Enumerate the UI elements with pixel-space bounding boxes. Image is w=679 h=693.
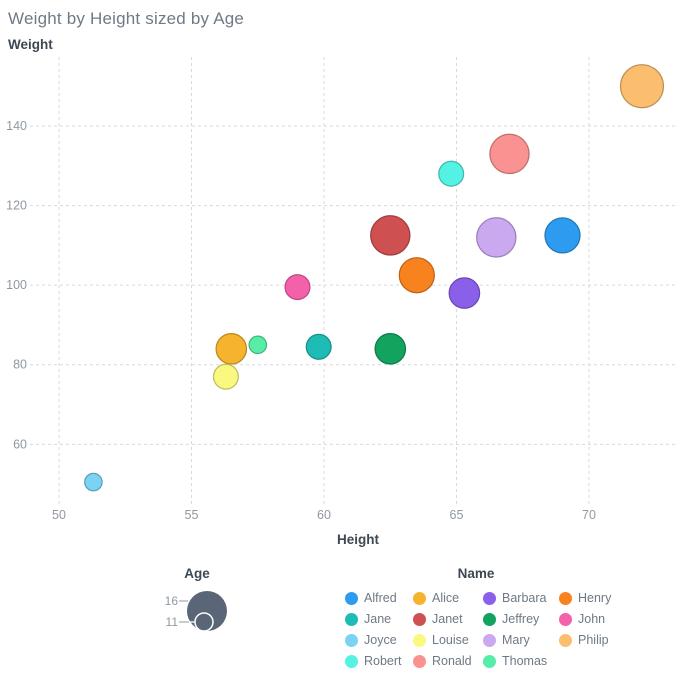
- legend-item-alice[interactable]: Alice: [413, 590, 459, 607]
- bubble-thomas[interactable]: [248, 335, 268, 355]
- legend-item-janet[interactable]: Janet: [413, 611, 463, 628]
- bubble-robert[interactable]: [438, 160, 465, 187]
- x-axis-title: Height: [337, 532, 379, 547]
- legend-label-janet: Janet: [432, 612, 463, 626]
- plot-area: 50 55 60 65 70 60 80 100 120 140: [6, 57, 676, 522]
- size-legend-max-circle: [187, 591, 227, 631]
- legend-label-jeffrey: Jeffrey: [502, 612, 540, 626]
- legend-label-henry: Henry: [578, 591, 612, 605]
- legend-label-alfred: Alfred: [364, 591, 397, 605]
- bubble-janet[interactable]: [370, 215, 411, 256]
- legend-label-alice: Alice: [432, 591, 460, 605]
- x-tick-label-50: 50: [52, 508, 66, 522]
- x-tick-label-60: 60: [317, 508, 331, 522]
- legend-swatch-henry: [559, 592, 572, 605]
- bubble-jane[interactable]: [305, 333, 332, 360]
- bubble-ronald[interactable]: [489, 133, 530, 175]
- legend-item-barbara[interactable]: Barbara: [483, 590, 546, 607]
- legend-item-alfred[interactable]: Alfred: [345, 590, 397, 607]
- y-axis-title: Weight: [8, 37, 53, 52]
- bubble-john[interactable]: [284, 274, 311, 301]
- legend-item-john[interactable]: John: [559, 611, 605, 628]
- legend-swatch-jeffrey: [483, 613, 496, 626]
- legend-label-louise: Louise: [432, 633, 469, 647]
- legend-swatch-joyce: [345, 634, 358, 647]
- legend-label-joyce: Joyce: [364, 633, 397, 647]
- x-tick-label-55: 55: [185, 508, 199, 522]
- size-legend-min-circle: [194, 612, 214, 632]
- legend-label-robert: Robert: [364, 654, 402, 668]
- legend-swatch-ronald: [413, 655, 426, 668]
- legend-item-louise[interactable]: Louise: [413, 632, 469, 649]
- legend-swatch-alice: [413, 592, 426, 605]
- bubble-henry[interactable]: [398, 257, 435, 294]
- legend-label-jane: Jane: [364, 612, 392, 626]
- y-tick-label-80: 80: [13, 358, 27, 372]
- legend-swatch-janet: [413, 613, 426, 626]
- legend-swatch-john: [559, 613, 572, 626]
- legend-item-henry[interactable]: Henry: [559, 590, 611, 607]
- legend-swatch-jane: [345, 613, 358, 626]
- y-tick-label-140: 140: [6, 119, 27, 133]
- legend-item-thomas[interactable]: Thomas: [483, 653, 547, 670]
- x-tick-label-70: 70: [582, 508, 596, 522]
- legend-item-mary[interactable]: Mary: [483, 632, 530, 649]
- legend-item-robert[interactable]: Robert: [345, 653, 402, 670]
- bubble-alice[interactable]: [215, 332, 248, 365]
- size-legend-min-label: 11: [166, 615, 179, 629]
- bubble-louise[interactable]: [212, 363, 239, 390]
- legend-label-mary: Mary: [502, 633, 530, 647]
- bubble-alfred[interactable]: [544, 217, 581, 254]
- legend-swatch-mary: [483, 634, 496, 647]
- bubble-jeffrey[interactable]: [374, 332, 407, 365]
- size-legend-graphic: 16 11: [165, 591, 227, 632]
- legend-item-philip[interactable]: Philip: [559, 632, 609, 649]
- y-tick-label-60: 60: [13, 437, 27, 451]
- legend-item-jane[interactable]: Jane: [345, 611, 391, 628]
- bubble-philip[interactable]: [619, 64, 665, 109]
- bubble-mary[interactable]: [476, 217, 517, 258]
- chart-title: Weight by Height sized by Age: [8, 9, 245, 28]
- legend-swatch-barbara: [483, 592, 496, 605]
- legend-label-thomas: Thomas: [502, 654, 548, 668]
- y-tick-label-100: 100: [6, 278, 27, 292]
- legend-swatch-robert: [345, 655, 358, 668]
- bubble-joyce[interactable]: [84, 472, 103, 492]
- legend-swatch-louise: [413, 634, 426, 647]
- legend-label-philip: Philip: [578, 633, 609, 647]
- color-legend-title: Name: [457, 566, 495, 581]
- legend-label-john: John: [578, 612, 606, 626]
- legend-item-jeffrey[interactable]: Jeffrey: [483, 611, 539, 628]
- y-tick-label-120: 120: [6, 199, 27, 213]
- bubble-barbara[interactable]: [448, 277, 481, 309]
- legend-swatch-philip: [559, 634, 572, 647]
- legend-swatch-alfred: [345, 592, 358, 605]
- legend-item-ronald[interactable]: Ronald: [413, 653, 472, 670]
- legend-label-ronald: Ronald: [432, 654, 472, 668]
- legend-swatch-thomas: [483, 655, 496, 668]
- size-legend-title: Age: [184, 566, 210, 581]
- x-tick-label-65: 65: [450, 508, 464, 522]
- legend-label-barbara: Barbara: [502, 591, 547, 605]
- legend-item-joyce[interactable]: Joyce: [345, 632, 397, 649]
- size-legend-max-label: 16: [165, 594, 179, 608]
